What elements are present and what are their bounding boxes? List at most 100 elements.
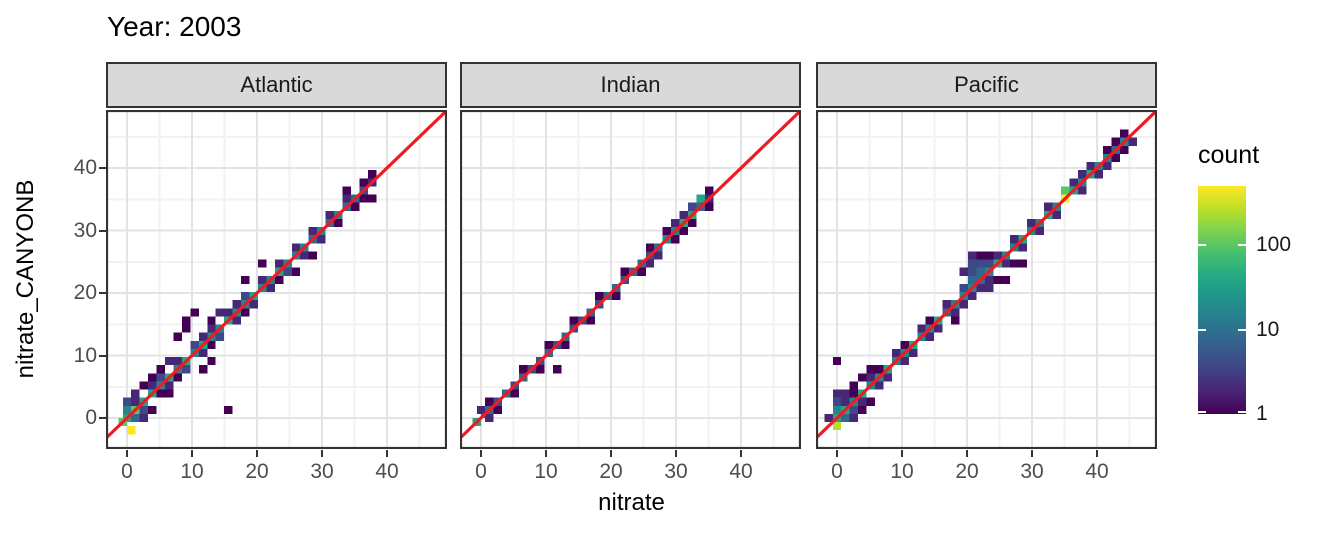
bin2d-cell xyxy=(367,170,377,179)
panel-border xyxy=(106,110,447,449)
bin2d-cell xyxy=(849,389,859,398)
x-axis-tick xyxy=(126,450,128,457)
panel-border xyxy=(460,110,801,449)
bin2d-cell xyxy=(917,324,926,333)
identity-line xyxy=(816,110,1157,440)
legend-tick-right xyxy=(1238,411,1246,413)
bin2d-cell xyxy=(122,397,132,406)
bin2d-cell xyxy=(688,218,697,228)
bin2d-cell xyxy=(1035,227,1045,236)
y-axis-tick-label: 20 xyxy=(73,281,97,304)
bin2d-cell xyxy=(1086,162,1095,171)
bin2d-cell xyxy=(671,218,680,228)
bin2d-cell xyxy=(232,316,242,325)
bin2d-cell xyxy=(308,251,318,260)
facet-strip-label: Pacific xyxy=(954,72,1019,97)
bin2d-cell xyxy=(1120,129,1129,138)
bin2d-cell xyxy=(671,235,680,244)
bin2d-cell xyxy=(841,389,850,398)
bin2d-cell xyxy=(959,267,968,276)
bin2d-cell xyxy=(1060,186,1070,195)
bin2d-cell xyxy=(849,405,859,414)
bin2d-cell xyxy=(139,381,149,390)
bin2d-cell xyxy=(832,405,842,414)
bin2d-cell xyxy=(841,397,850,406)
bin2d-cell xyxy=(334,218,343,228)
x-axis-tick xyxy=(545,450,547,457)
legend-tick-right xyxy=(1238,329,1246,331)
bin2d-cell xyxy=(832,357,842,366)
bin2d-cell xyxy=(190,308,199,317)
bin2d-cell xyxy=(274,275,284,284)
bin2d-cell xyxy=(291,267,301,276)
bin2d-cell xyxy=(342,194,351,203)
bin2d-cell xyxy=(908,348,918,358)
legend-tick-right xyxy=(1238,244,1246,246)
bin2d-cell xyxy=(925,332,935,341)
bin2d-cell xyxy=(139,413,149,423)
bin2d-cell xyxy=(1010,235,1019,244)
x-axis-tick-label: 10 xyxy=(890,460,914,483)
bin2d-cell xyxy=(824,413,833,423)
legend-colorbar xyxy=(1198,186,1246,414)
y-axis-tick-label: 30 xyxy=(73,218,97,242)
legend-title: count xyxy=(1198,141,1260,169)
bin2d-cell xyxy=(156,389,166,398)
x-axis-tick xyxy=(321,450,323,457)
x-axis-tick-label: 20 xyxy=(245,460,269,483)
bin2d-cell xyxy=(951,308,960,317)
bin2d-cell xyxy=(283,267,292,276)
bin2d-cell xyxy=(535,365,545,374)
bin2d-cell xyxy=(561,340,570,349)
bin2d-cell xyxy=(696,194,705,203)
bin2d-cell xyxy=(148,405,157,414)
bin2d-cell xyxy=(654,251,663,260)
bin2d-cell xyxy=(291,243,301,252)
bin2d-cell xyxy=(232,300,242,309)
bin2d-cell xyxy=(165,381,174,390)
bin2d-cell xyxy=(679,227,689,236)
bin2d-cell xyxy=(1018,243,1028,252)
bin2d-cell xyxy=(858,405,867,414)
bin2d-cell xyxy=(1111,153,1121,163)
bin2d-cell xyxy=(1103,162,1112,171)
facet-strip-label: Indian xyxy=(600,72,661,97)
bin2d-cell xyxy=(207,316,216,325)
bin2d-cell xyxy=(476,405,486,414)
bin2d-cell xyxy=(1069,178,1078,187)
bin2d-cell xyxy=(967,275,977,284)
bin2d-cell xyxy=(122,405,132,414)
bin2d-cell xyxy=(181,365,191,374)
x-axis-tick xyxy=(836,450,838,457)
x-axis-tick xyxy=(191,450,193,457)
bin2d-cell xyxy=(215,308,225,317)
bin2d-cell xyxy=(883,373,892,382)
bin2d-cell xyxy=(984,283,994,293)
bin2d-cell xyxy=(519,365,528,374)
bin2d-cell xyxy=(620,267,629,276)
x-axis-tick-label: 0 xyxy=(121,460,133,483)
x-axis-tick xyxy=(610,450,612,457)
bin2d-cell xyxy=(224,405,233,414)
bin2d-cell xyxy=(858,397,867,406)
panel-border xyxy=(816,110,1157,449)
bin2d-cell xyxy=(967,251,977,260)
bin2d-cell xyxy=(198,332,208,341)
bin2d-cell xyxy=(544,340,553,349)
bin2d-cell xyxy=(849,413,859,423)
bin2d-cell xyxy=(645,259,655,268)
x-axis-tick xyxy=(901,450,903,457)
bin2d-cell xyxy=(976,283,985,293)
x-axis-tick xyxy=(966,450,968,457)
bin2d-cell xyxy=(688,202,697,211)
panel-atlantic xyxy=(106,110,447,449)
panel-indian xyxy=(460,110,801,449)
bin2d-cell xyxy=(976,251,985,260)
bin2d-cell xyxy=(637,267,646,276)
bin2d-cell xyxy=(900,340,909,349)
bin2d-cell xyxy=(976,267,985,276)
bin2d-cell xyxy=(1077,186,1087,195)
bin2d-cell xyxy=(148,381,157,390)
x-axis-tick-label: 30 xyxy=(310,460,334,483)
bin2d-cell xyxy=(165,389,174,398)
